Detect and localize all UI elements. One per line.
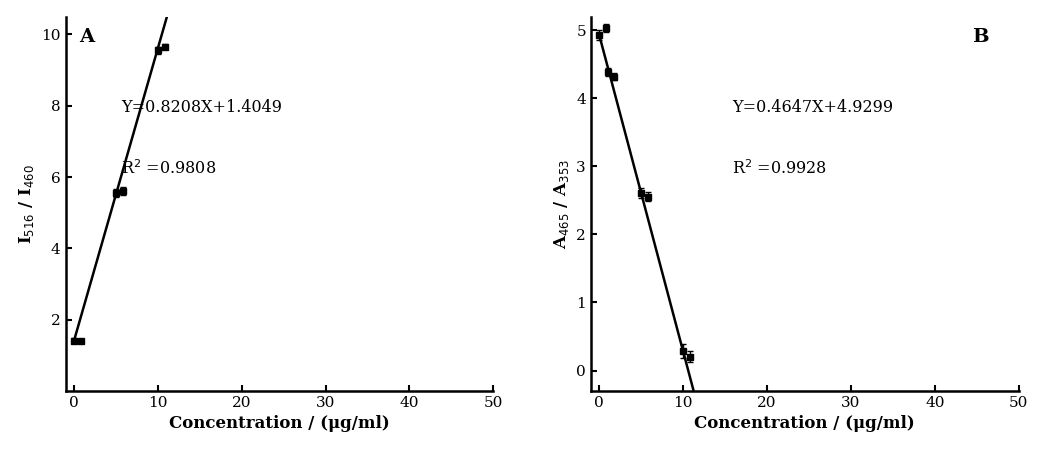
Text: R$^2$ =0.9928: R$^2$ =0.9928 <box>732 159 827 178</box>
X-axis label: Concentration / (μg/ml): Concentration / (μg/ml) <box>169 415 390 432</box>
X-axis label: Concentration / (μg/ml): Concentration / (μg/ml) <box>694 415 915 432</box>
Text: Y=0.8208X+1.4049: Y=0.8208X+1.4049 <box>121 99 282 116</box>
Text: A: A <box>79 28 94 46</box>
Text: R$^2$ =0.9808: R$^2$ =0.9808 <box>121 159 216 178</box>
Y-axis label: I$_{516}$ / I$_{460}$: I$_{516}$ / I$_{460}$ <box>17 164 36 244</box>
Text: B: B <box>972 28 989 46</box>
Text: Y=0.4647X+4.9299: Y=0.4647X+4.9299 <box>732 99 893 116</box>
Y-axis label: A$_{465}$ / A$_{353}$: A$_{465}$ / A$_{353}$ <box>552 159 571 249</box>
